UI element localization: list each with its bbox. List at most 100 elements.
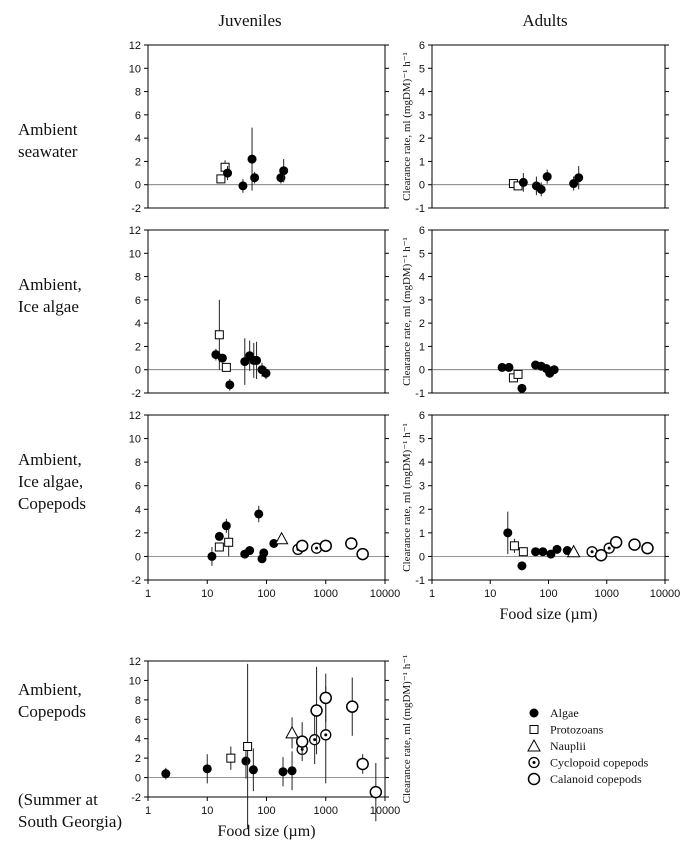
y-tick-label: 1 [419,528,425,540]
point [224,537,234,547]
y-tick-label: 3 [419,110,425,122]
point [202,764,212,774]
row-note: South Georgia) [18,812,122,831]
point [542,172,552,182]
point [161,769,171,779]
y-tick-label: 3 [419,295,425,307]
y-tick-label: 10 [129,675,141,687]
y-tick-label: 0 [419,365,425,377]
y-tick-label: 12 [129,656,141,668]
point [221,521,231,531]
point [609,536,623,549]
legend-marker [529,725,539,734]
x-tick-label: 1 [429,588,435,600]
point [248,765,258,775]
point [310,704,323,717]
point [287,766,297,776]
point [278,767,288,777]
point-dot [313,738,317,742]
point [250,173,260,183]
y-tick-label: -2 [131,792,141,804]
point [225,380,235,390]
plot-frame [147,660,386,798]
point [214,542,224,552]
y-tick-label: 12 [129,225,141,237]
point [594,549,608,562]
row-label: Ice algae, [18,472,83,491]
y-tick-label: 6 [135,714,141,726]
point [226,753,236,763]
point [207,551,217,561]
y-tick-label: 2 [419,504,425,516]
point [221,362,231,372]
y-tick-label: 8 [135,87,141,99]
x-tick-label: 10000 [650,588,681,600]
y-tick-label: -1 [415,388,425,400]
y-tick-label: 2 [419,318,425,330]
y-tick-label: 5 [419,434,425,446]
y-tick-label: 2 [135,156,141,168]
row-label: Ambient [18,120,78,139]
row-label: Ambient, [18,275,82,294]
y-tick-label: 3 [419,481,425,493]
legend-label: Cyclopoid copepods [550,756,649,770]
point [214,330,224,340]
y-tick-label: 10 [129,434,141,446]
point [295,735,309,748]
y-tick-label: 12 [129,40,141,52]
point [319,539,332,553]
point [531,547,541,557]
y-tick-label: 4 [135,133,141,145]
y-tick-label: -2 [131,203,141,215]
y-tick-label: 6 [135,110,141,122]
point [628,538,641,551]
point [549,365,559,375]
point-dot [590,550,594,554]
y-tick-label: 8 [135,457,141,469]
legend-label: Calanoid copepods [550,772,642,786]
y-tick-label: 6 [135,295,141,307]
point [356,547,369,561]
point [517,561,527,571]
y-tick-label: 0 [419,180,425,192]
point [285,725,299,739]
row-note: (Summer at [18,790,98,809]
point [538,547,548,557]
x-tick-label: 1000 [314,588,338,600]
point [356,757,369,771]
y-tick-label: 0 [135,773,141,785]
point-dot [532,761,536,764]
x-tick-label: 10 [201,588,213,600]
point [345,537,358,550]
legend-label: Protozoans [550,723,604,737]
point [274,531,289,545]
point [217,353,227,363]
y-tick-label: 2 [419,133,425,145]
point [503,528,513,538]
point [247,154,257,164]
y-tick-label: 6 [419,225,425,237]
x-axis-label: Food size (µm) [499,606,597,623]
x-tick-label: 100 [257,805,275,817]
point [245,546,255,556]
y-tick-label: 0 [135,551,141,563]
point [513,369,523,379]
plot-frame [147,229,386,394]
plot-frame [431,229,666,394]
point [509,541,519,551]
y-tick-label: -1 [415,203,425,215]
point [216,174,226,184]
legend-marker [527,738,541,752]
point [243,741,253,751]
point [566,544,581,558]
point [295,539,309,553]
plot-frame [431,44,666,209]
y-tick-label: 2 [135,528,141,540]
y-axis-label: Clearance rate, ml (mgDM)⁻¹ h⁻¹ [401,52,413,201]
point [214,531,224,541]
point [369,785,383,799]
y-tick-label: 12 [129,410,141,422]
x-tick-label: 1 [145,805,151,817]
y-tick-label: -1 [415,575,425,587]
